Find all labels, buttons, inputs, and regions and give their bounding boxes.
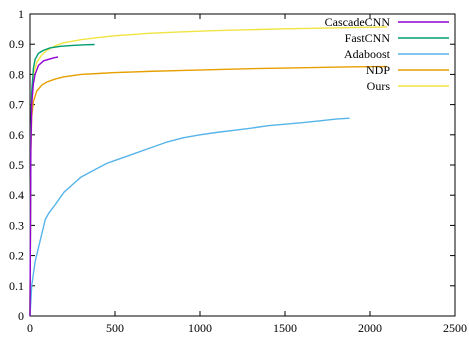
y-tick-label: 0.9 bbox=[9, 37, 24, 51]
series-line-fastcnn bbox=[29, 43, 95, 317]
series-line-cascadecnn bbox=[29, 56, 59, 317]
y-tick-label: 0.4 bbox=[9, 188, 24, 202]
y-tick-label: 0.5 bbox=[9, 158, 24, 172]
legend-label: Ours bbox=[367, 79, 391, 93]
x-tick-label: 1500 bbox=[273, 321, 297, 335]
legend-label: CascadeCNN bbox=[325, 15, 391, 29]
x-tick-label: 1000 bbox=[188, 321, 212, 335]
legend: CascadeCNN FastCNN Adaboost NDP Ours bbox=[325, 15, 449, 93]
series-line-ours bbox=[29, 26, 388, 317]
y-tick-label: 1 bbox=[18, 7, 24, 21]
plot-area-border bbox=[29, 13, 456, 317]
series-line-adaboost bbox=[29, 117, 350, 317]
y-tick-labels: 0 0.1 0.2 0.3 0.4 0.5 0.6 0.7 0.8 0.9 1 bbox=[9, 7, 24, 323]
axis-ticks bbox=[29, 13, 456, 317]
legend-label: NDP bbox=[366, 63, 390, 77]
y-tick-label: 0.7 bbox=[9, 98, 24, 112]
x-tick-label: 0 bbox=[27, 321, 33, 335]
x-tick-label: 2500 bbox=[443, 321, 467, 335]
legend-label: Adaboost bbox=[344, 47, 391, 61]
plot-frame bbox=[29, 13, 456, 317]
x-tick-label: 2000 bbox=[358, 321, 382, 335]
series-line-ndp bbox=[29, 65, 388, 317]
y-tick-label: 0 bbox=[18, 309, 24, 323]
series-lines bbox=[29, 26, 388, 317]
y-tick-label: 0.1 bbox=[9, 279, 24, 293]
x-tick-labels: 0 500 1000 1500 2000 2500 bbox=[27, 321, 467, 335]
y-tick-label: 0.2 bbox=[9, 249, 24, 263]
y-tick-label: 0.6 bbox=[9, 128, 24, 142]
y-tick-label: 0.3 bbox=[9, 218, 24, 232]
y-tick-label: 0.8 bbox=[9, 67, 24, 81]
x-tick-label: 500 bbox=[106, 321, 124, 335]
legend-label: FastCNN bbox=[345, 31, 391, 45]
